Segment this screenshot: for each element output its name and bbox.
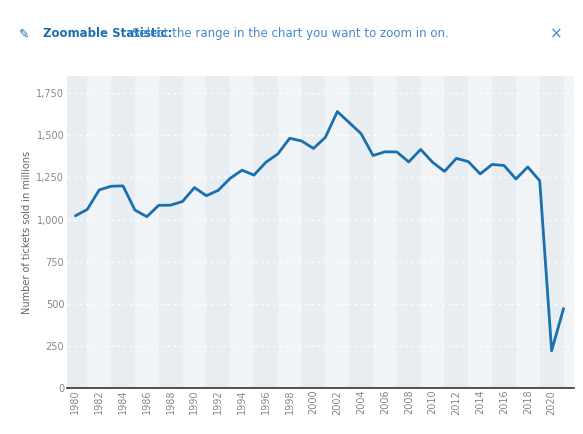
Bar: [564, 76, 583, 388]
Bar: [540, 76, 564, 388]
Bar: [373, 76, 397, 388]
Bar: [159, 76, 182, 388]
Bar: [397, 76, 421, 388]
Bar: [87, 76, 111, 388]
Bar: [278, 76, 301, 388]
Bar: [516, 76, 540, 388]
Y-axis label: Number of tickets sold in millions: Number of tickets sold in millions: [22, 151, 32, 314]
Bar: [421, 76, 444, 388]
Bar: [254, 76, 278, 388]
Text: ×: ×: [550, 26, 563, 41]
Bar: [111, 76, 135, 388]
Bar: [349, 76, 373, 388]
Bar: [444, 76, 468, 388]
Bar: [206, 76, 230, 388]
Bar: [182, 76, 206, 388]
Bar: [468, 76, 492, 388]
Bar: [135, 76, 159, 388]
Text: Zoomable Statistic:: Zoomable Statistic:: [43, 27, 173, 40]
Bar: [492, 76, 516, 388]
Bar: [230, 76, 254, 388]
Bar: [64, 76, 87, 388]
Text: ✎: ✎: [19, 27, 29, 40]
Bar: [325, 76, 349, 388]
Bar: [301, 76, 325, 388]
Text: Select the range in the chart you want to zoom in on.: Select the range in the chart you want t…: [132, 27, 448, 40]
